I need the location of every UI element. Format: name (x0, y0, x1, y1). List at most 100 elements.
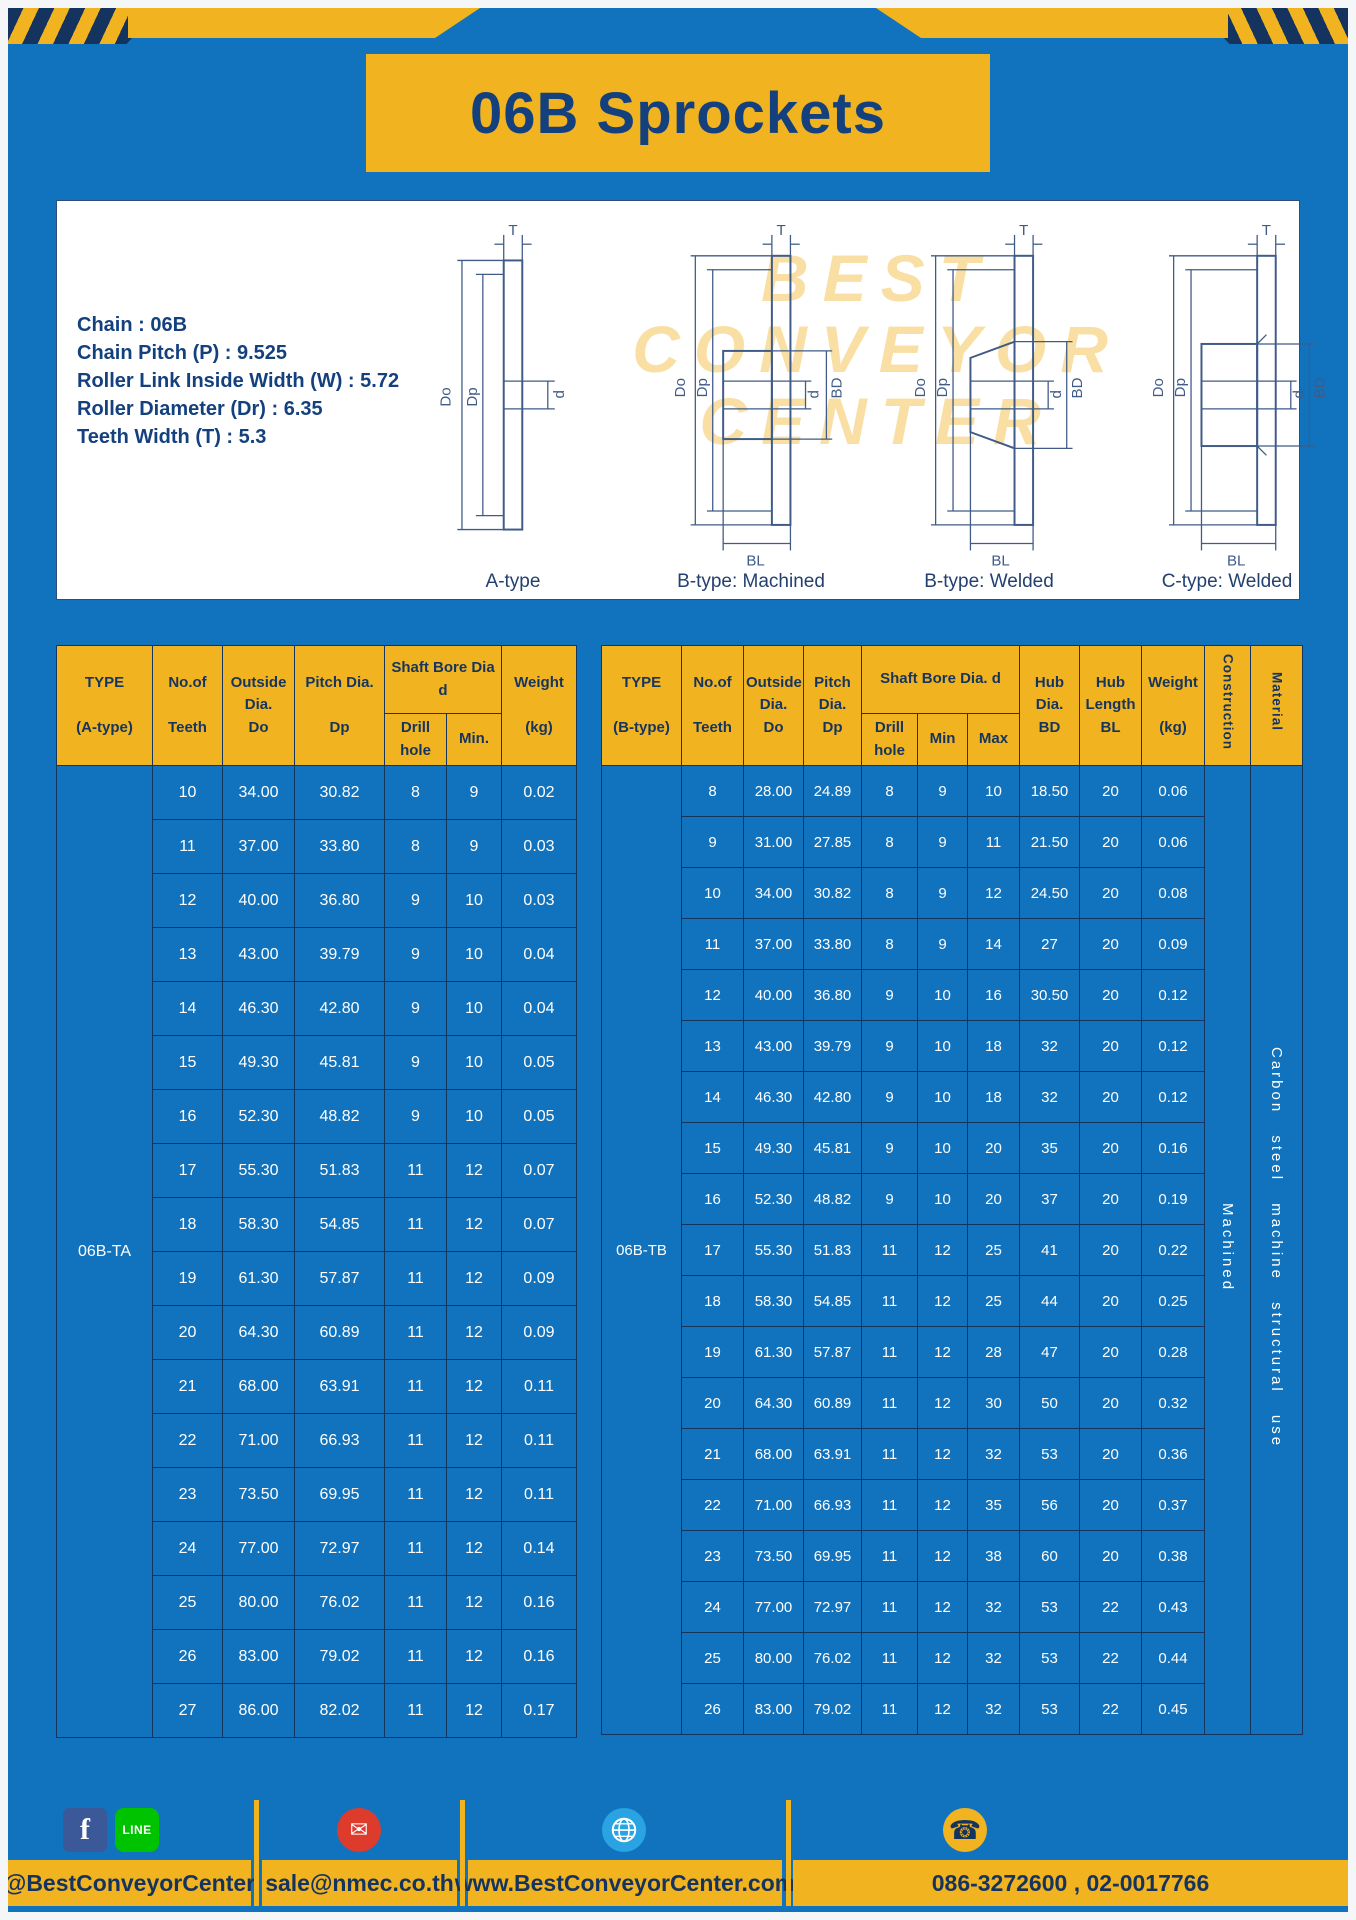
data-cell: 11 (384, 1521, 447, 1576)
data-cell: 11 (384, 1467, 447, 1522)
table-row: 22 71.00 66.93 11 12 35 56 20 0.37 (602, 1479, 1303, 1531)
table-row: 26 83.00 79.02 11 12 32 53 22 0.45 (602, 1683, 1303, 1735)
spec-line: Chain : 06B (77, 314, 188, 336)
data-cell: 77.00 (743, 1581, 804, 1633)
data-cell: 11 (384, 1413, 447, 1468)
data-cell: 0.05 (501, 1089, 577, 1144)
data-cell: 0.28 (1141, 1326, 1205, 1378)
dim-label-t: T (777, 222, 786, 239)
data-cell: 80.00 (743, 1632, 804, 1684)
data-cell: 60 (1019, 1530, 1080, 1582)
data-cell: 10 (446, 1089, 502, 1144)
table-row: 20 64.30 60.89 11 12 30 50 20 0.32 (602, 1377, 1303, 1429)
data-cell: 53 (1019, 1581, 1080, 1633)
data-cell: 12 (446, 1575, 502, 1630)
data-cell: 9 (681, 816, 744, 868)
globe-icon[interactable] (602, 1808, 646, 1852)
data-cell: 39.79 (294, 927, 385, 982)
dim-label-bd: BD (1069, 377, 1086, 398)
data-cell: 0.04 (501, 927, 577, 982)
line-icon[interactable]: LINE (115, 1808, 159, 1852)
data-cell: 72.97 (294, 1521, 385, 1576)
col-header-hub-length: Hub Length BL (1079, 645, 1142, 766)
phone-icon[interactable]: ☎ (943, 1808, 987, 1852)
spec-drawing-panel: BEST CONVEYOR CENTER Chain : 06B Chain Pitc… (56, 200, 1328, 600)
email-link[interactable]: sale@nmec.co.th (262, 1860, 457, 1906)
data-cell: 51.83 (803, 1224, 862, 1276)
phone-glyph: ☎ (948, 1814, 982, 1845)
data-cell: 71.00 (743, 1479, 804, 1531)
data-cell: 27 (1019, 918, 1080, 970)
dim-label-d: d (551, 390, 568, 398)
data-cell: 12 (917, 1224, 968, 1276)
data-cell: 43.00 (222, 927, 295, 982)
email-icon[interactable]: ✉ (337, 1808, 381, 1852)
data-cell: 20 (1079, 1224, 1142, 1276)
data-cell: 18 (967, 1071, 1020, 1123)
data-cell: 42.80 (803, 1071, 862, 1123)
data-cell: 48.82 (294, 1089, 385, 1144)
table-row: 18 58.30 54.85 11 12 0.07 (57, 1197, 577, 1252)
data-cell: 50 (1019, 1377, 1080, 1429)
watermark-line: BEST (760, 241, 994, 315)
figure-b-type-welded: T Do Dp d BD BL B-type: Welded (873, 209, 1105, 593)
phone-numbers[interactable]: 086-3272600 , 02-0017766 (793, 1860, 1348, 1906)
data-cell: 20 (1079, 1479, 1142, 1531)
table-row: 27 86.00 82.02 11 12 0.17 (57, 1683, 577, 1738)
website-link[interactable]: www.BestConveyorCenter.com (455, 1860, 795, 1906)
data-cell: 55.30 (222, 1143, 295, 1198)
data-cell: 23 (681, 1530, 744, 1582)
table-row: 21 68.00 63.91 11 12 0.11 (57, 1359, 577, 1414)
data-cell: 20 (152, 1305, 223, 1360)
data-cell: 0.04 (501, 981, 577, 1036)
data-cell: 37.00 (743, 918, 804, 970)
data-cell: 10 (446, 927, 502, 982)
table-row: 15 49.30 45.81 9 10 0.05 (57, 1035, 577, 1090)
data-cell: 23 (152, 1467, 223, 1522)
data-cell: 55.30 (743, 1224, 804, 1276)
brand-watermark: BEST CONVEYOR CENTER (557, 241, 1197, 457)
dim-label-d: d (1048, 390, 1065, 398)
data-cell: 9 (917, 816, 968, 868)
data-cell: 20 (1079, 918, 1142, 970)
data-cell: 66.93 (803, 1479, 862, 1531)
data-cell: 9 (384, 1035, 447, 1090)
data-cell: 25 (152, 1575, 223, 1630)
data-cell: 11 (861, 1326, 918, 1378)
data-cell: 11 (861, 1377, 918, 1429)
data-cell: 0.02 (501, 765, 577, 820)
data-cell: 0.06 (1141, 816, 1205, 868)
data-cell: 12 (446, 1251, 502, 1306)
col-header-teeth: No.of Teeth (152, 645, 223, 766)
data-cell: 47 (1019, 1326, 1080, 1378)
table-row: 06B-TB 8 28.00 24.89 8 9 10 18.50 20 0.06 Machined… (601, 765, 1303, 1735)
data-cell: 77.00 (222, 1521, 295, 1576)
dim-label-do: Do (672, 378, 689, 397)
data-cell: 11 (861, 1632, 918, 1684)
data-cell: 30.82 (294, 765, 385, 820)
data-cell: 63.91 (294, 1359, 385, 1414)
table-row: 11 37.00 33.80 8 9 0.03 (57, 819, 577, 874)
data-cell: 0.08 (1141, 867, 1205, 919)
data-cell: 10 (446, 873, 502, 928)
data-cell: 9 (861, 1020, 918, 1072)
c-type-welded-drawing: T Do Dp d BD BL (1150, 222, 1328, 569)
facebook-icon[interactable]: f (63, 1808, 107, 1852)
facebook-handle[interactable]: @BestConveyorCenter (8, 1860, 255, 1906)
col-header-type: TYPE (A-type) (56, 645, 153, 766)
a-type-drawing: T Do Dp d (437, 222, 568, 531)
data-cell: 53 (1019, 1632, 1080, 1684)
data-cell: 24.50 (1019, 867, 1080, 919)
data-cell: 10 (446, 1035, 502, 1090)
data-cell: 21.50 (1019, 816, 1080, 868)
data-cell: 12 (917, 1632, 968, 1684)
data-cell: 20 (1079, 1122, 1142, 1174)
data-cell: 53 (1019, 1428, 1080, 1480)
dim-label-dp: Dp (694, 378, 711, 397)
data-cell: 83.00 (743, 1683, 804, 1735)
data-cell: 0.19 (1141, 1173, 1205, 1225)
vertical-text-label: Machined (1219, 1203, 1236, 1293)
table-row: 14 46.30 42.80 9 10 18 32 20 0.12 (602, 1071, 1303, 1123)
data-cell: 12 (917, 1683, 968, 1735)
